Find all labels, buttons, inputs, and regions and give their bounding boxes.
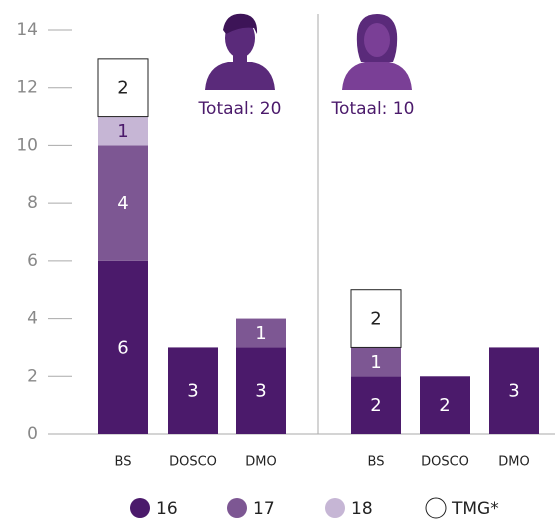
bar-label: 1 — [255, 323, 266, 344]
bar-segment — [236, 347, 286, 434]
bar-label: 6 — [117, 337, 128, 358]
x-tick-label: BS — [115, 455, 132, 470]
bar-label: 4 — [117, 193, 128, 214]
bar-segment — [489, 347, 539, 434]
female-icon — [342, 14, 412, 90]
y-tick-label: 10 — [16, 135, 38, 155]
bar-label: 1 — [117, 121, 128, 142]
x-tick-label: BS — [368, 455, 385, 470]
x-tick-label: DMO — [245, 455, 276, 470]
bar-label: 3 — [255, 381, 266, 402]
y-tick-label: 12 — [16, 78, 38, 98]
bar-segment — [351, 347, 401, 377]
x-tick-label: DOSCO — [169, 455, 217, 470]
legend-label: TMG* — [451, 499, 499, 519]
total-annotation: Totaal: 10 — [331, 99, 415, 119]
x-tick-label: DMO — [498, 455, 529, 470]
bar-segment — [168, 347, 218, 434]
bar-segment — [351, 376, 401, 434]
bar-segment — [98, 145, 148, 261]
bar-segment — [420, 376, 470, 434]
bar-segment — [98, 260, 148, 434]
y-tick-label: 14 — [16, 20, 38, 40]
bar-label: 2 — [117, 78, 128, 99]
legend-label: 16 — [156, 499, 178, 519]
bar-label: 3 — [508, 381, 519, 402]
legend-swatch — [325, 498, 345, 518]
x-tick-label: DOSCO — [421, 455, 469, 470]
y-tick-label: 8 — [27, 193, 38, 213]
bar-label: 3 — [187, 381, 198, 402]
bar-segment — [350, 289, 402, 348]
legend-swatch — [130, 498, 150, 518]
bar-label: 2 — [370, 395, 381, 416]
y-tick-label: 6 — [27, 251, 38, 271]
y-tick-label: 0 — [27, 424, 38, 444]
total-annotation: Totaal: 20 — [198, 99, 282, 119]
legend-swatch — [227, 498, 247, 518]
bar-segment — [97, 58, 149, 118]
bar-label: 2 — [439, 395, 450, 416]
y-tick-label: 4 — [27, 309, 38, 329]
bar-segment — [236, 318, 286, 348]
male-icon — [205, 13, 275, 90]
legend-swatch — [425, 497, 447, 519]
bar-label: 1 — [370, 352, 381, 373]
y-tick-label: 2 — [27, 366, 38, 386]
bar-label: 2 — [370, 309, 381, 330]
legend-label: 18 — [351, 499, 373, 519]
bar-segment — [98, 116, 148, 146]
legend-label: 17 — [253, 499, 275, 519]
